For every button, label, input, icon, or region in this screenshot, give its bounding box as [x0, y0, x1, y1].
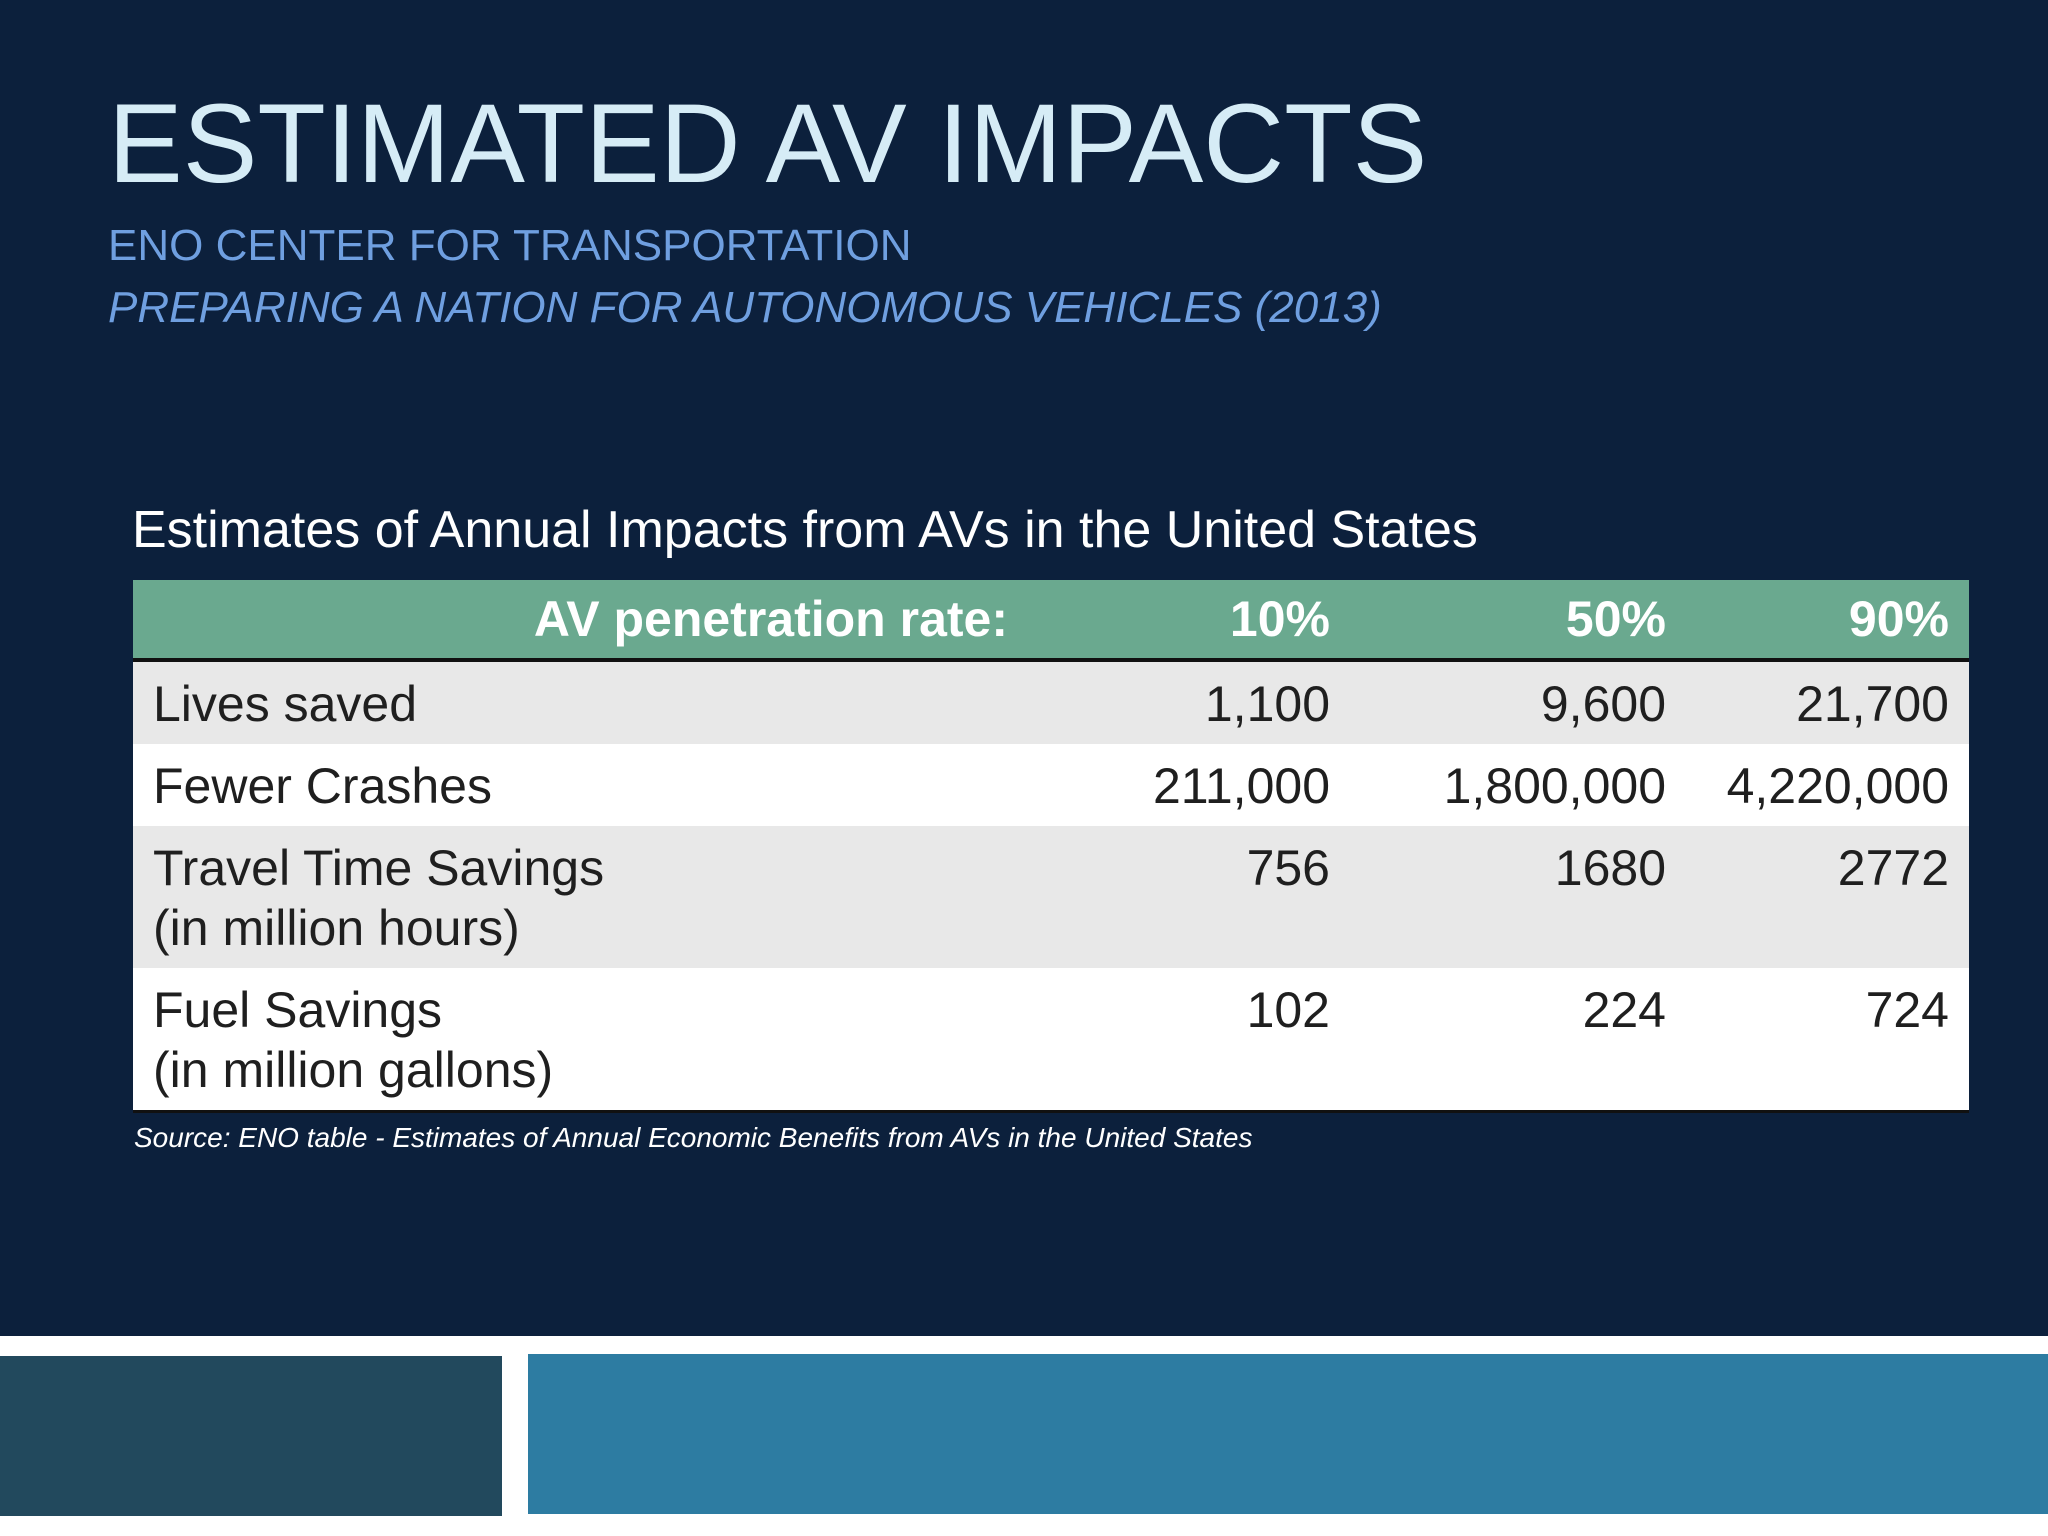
row-label-unit: (in million hours) [153, 900, 520, 956]
row-label-cell: Travel Time Savings (in million hours) [133, 826, 1028, 968]
row-label: Fuel Savings [153, 982, 443, 1038]
table-caption: Estimates of Annual Impacts from AVs in … [132, 501, 1478, 559]
table-header-row: AV penetration rate: 10% 50% 90% [133, 580, 1969, 662]
table-row-fewer-crashes: Fewer Crashes 211,000 1,800,000 4,220,00… [133, 744, 1969, 826]
table-cell: 2772 [1686, 826, 1969, 968]
row-label-cell: Lives saved [133, 660, 1028, 744]
footer-decoration-right [528, 1354, 2048, 1514]
header-penetration-rate-label: AV penetration rate: [133, 580, 1028, 662]
table-cell: 224 [1350, 968, 1686, 1113]
slide-subtitle-organization: ENO CENTER FOR TRANSPORTATION [108, 221, 912, 270]
footer-decoration-left [0, 1356, 502, 1516]
table-cell: 1,100 [1028, 660, 1350, 744]
table-cell: 756 [1028, 826, 1350, 968]
table-row-fuel-savings: Fuel Savings (in million gallons) 102 22… [133, 968, 1969, 1113]
impacts-table: AV penetration rate: 10% 50% 90% Lives s… [133, 580, 1969, 1113]
row-label-unit: (in million gallons) [153, 1042, 554, 1098]
slide-title: ESTIMATED AV IMPACTS [108, 81, 1428, 206]
row-label: Lives saved [153, 676, 418, 732]
table-row-lives-saved: Lives saved 1,100 9,600 21,700 [133, 660, 1969, 744]
table-row-travel-time-savings: Travel Time Savings (in million hours) 7… [133, 826, 1969, 968]
row-label-cell: Fuel Savings (in million gallons) [133, 968, 1028, 1113]
row-label-cell: Fewer Crashes [133, 744, 1028, 826]
table-cell: 4,220,000 [1686, 744, 1969, 826]
table-cell: 102 [1028, 968, 1350, 1113]
source-note: Source: ENO table - Estimates of Annual … [134, 1122, 1253, 1153]
table-cell: 1,800,000 [1350, 744, 1686, 826]
table-cell: 1680 [1350, 826, 1686, 968]
table-cell: 9,600 [1350, 660, 1686, 744]
header-50-percent: 50% [1350, 580, 1686, 662]
table-cell: 724 [1686, 968, 1969, 1113]
row-label: Fewer Crashes [153, 758, 492, 814]
table-cell: 21,700 [1686, 660, 1969, 744]
header-90-percent: 90% [1686, 580, 1969, 662]
slide-subtitle-report: PREPARING A NATION FOR AUTONOMOUS VEHICL… [108, 283, 1382, 332]
table-cell: 211,000 [1028, 744, 1350, 826]
row-label: Travel Time Savings [153, 840, 605, 896]
header-10-percent: 10% [1028, 580, 1350, 662]
